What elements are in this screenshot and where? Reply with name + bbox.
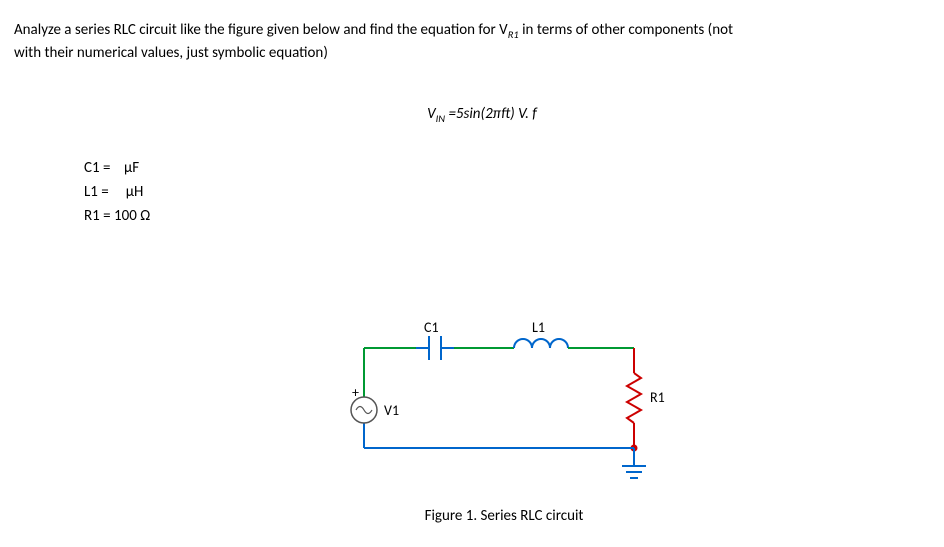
problem-line2: with their numerical values, just symbol… bbox=[14, 44, 328, 62]
eq-lhs-sub: IN bbox=[436, 112, 445, 125]
problem-line1a: Analyze a series RLC circuit like the fi… bbox=[14, 21, 508, 39]
svg-text:+: + bbox=[352, 384, 359, 401]
component-values: C1 = µF L1 = µH R1 = 100 Ω bbox=[84, 156, 930, 228]
eq-lhs: V bbox=[427, 105, 436, 123]
circuit-figure: + C1 L1 V1 R1 Figure 1. Series RLC circu… bbox=[314, 318, 694, 527]
problem-vr1-sub: R1 bbox=[508, 28, 519, 41]
eq-rhs: =5sin(2πft) V. f bbox=[445, 105, 537, 123]
l1-label: L1 = bbox=[84, 183, 112, 201]
l1-svg-label: L1 bbox=[532, 319, 545, 336]
problem-statement: Analyze a series RLC circuit like the fi… bbox=[14, 20, 930, 64]
l1-unit: µH bbox=[126, 183, 144, 201]
l1-line: L1 = µH bbox=[84, 180, 930, 204]
figure-caption: Figure 1. Series RLC circuit bbox=[314, 506, 694, 527]
v1-svg-label: V1 bbox=[384, 402, 399, 419]
c1-svg-label: C1 bbox=[424, 319, 439, 336]
r1-line: R1 = 100 Ω bbox=[84, 204, 930, 228]
rlc-circuit-svg: + C1 L1 V1 R1 bbox=[314, 318, 694, 488]
problem-line1b: in terms of other components (not bbox=[519, 21, 733, 39]
c1-unit: µF bbox=[124, 159, 139, 177]
c1-label: C1 = bbox=[84, 159, 114, 177]
c1-line: C1 = µF bbox=[84, 156, 930, 180]
r1-svg-label: R1 bbox=[650, 389, 665, 406]
input-equation: VIN =5sin(2πft) V. f bbox=[14, 104, 930, 127]
